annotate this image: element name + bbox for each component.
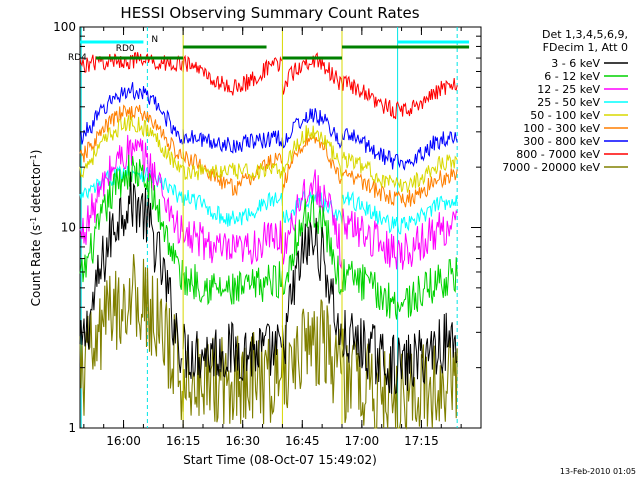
series-trace xyxy=(281,169,343,270)
series-trace xyxy=(79,171,183,374)
series-trace xyxy=(281,133,342,195)
x-tick-label: 17:00 xyxy=(345,434,380,448)
y-tick-label: 1 xyxy=(68,421,76,435)
x-tick-label: 17:15 xyxy=(404,434,439,448)
series-8 xyxy=(79,254,458,430)
series-trace xyxy=(182,162,283,181)
series-7 xyxy=(79,52,458,120)
series-5 xyxy=(79,104,458,208)
series-2 xyxy=(79,134,458,270)
series-trace xyxy=(341,151,458,193)
series-trace xyxy=(341,208,458,270)
saa-label: RD0 xyxy=(116,44,135,54)
legend-entry-label: 6 - 12 keV xyxy=(544,70,600,83)
series-6 xyxy=(79,82,458,171)
series-trace xyxy=(79,52,183,74)
y-axis-label: Count Rate (s-1 detector-1) xyxy=(29,150,43,307)
series-trace xyxy=(281,108,343,149)
y-tick-label: 10 xyxy=(61,221,76,235)
series-trace xyxy=(79,104,183,163)
plot-content: N RD0 RD4 xyxy=(68,27,470,430)
series-1 xyxy=(79,154,458,320)
legend-entry-label: 25 - 50 keV xyxy=(537,96,600,109)
annotation-date: 13-Feb-2010 01:05 xyxy=(560,467,636,476)
series-trace xyxy=(182,321,283,381)
x-axis-label: Start Time (08-Oct-07 15:49:02) xyxy=(183,453,377,467)
series-trace xyxy=(341,74,458,120)
series-trace xyxy=(341,257,458,320)
series-trace xyxy=(341,168,458,208)
series-4 xyxy=(79,115,458,193)
series-trace xyxy=(182,54,283,96)
x-tick-labels: 16:00 16:15 16:30 16:45 17:00 17:15 xyxy=(106,434,438,448)
chart-title: HESSI Observing Summary Count Rates xyxy=(120,4,419,22)
legend-header-line-1: Det 1,3,4,5,6,9, xyxy=(542,28,628,41)
legend-header-line-2: FDecim 1, Att 0 xyxy=(543,41,628,54)
legend-entry-label: 50 - 100 keV xyxy=(530,109,600,122)
night-label: N xyxy=(151,35,158,45)
series-trace xyxy=(182,331,283,425)
y-tick-label: 100 xyxy=(53,20,76,34)
legend-entry-label: 800 - 7000 keV xyxy=(516,148,600,161)
series-trace xyxy=(281,193,343,296)
series-trace xyxy=(79,254,183,421)
series-trace xyxy=(79,115,183,179)
legend-entry-label: 12 - 25 keV xyxy=(537,83,600,96)
series-trace xyxy=(79,82,183,145)
series-trace xyxy=(281,299,343,409)
legend-entry-label: 100 - 300 keV xyxy=(523,122,600,135)
series-trace xyxy=(341,309,458,395)
flare-label: RD4 xyxy=(68,53,87,63)
series-trace xyxy=(341,328,458,430)
series-trace xyxy=(182,220,283,265)
series-trace xyxy=(182,189,283,227)
x-tick-label: 16:00 xyxy=(106,434,141,448)
series-trace xyxy=(341,128,458,171)
legend-entry-label: 3 - 6 keV xyxy=(551,57,600,70)
series-trace xyxy=(182,129,283,154)
series-trace xyxy=(182,261,283,306)
x-tick-label: 16:15 xyxy=(166,434,201,448)
legend-entry-label: 7000 - 20000 keV xyxy=(502,161,600,174)
axis-ticks xyxy=(80,26,482,429)
series-trace xyxy=(79,134,183,245)
series-trace xyxy=(281,52,343,95)
series-trace xyxy=(281,217,343,365)
series-0 xyxy=(79,171,458,395)
y-tick-labels: 1 10 100 xyxy=(53,20,76,435)
legend-entry-label: 300 - 800 keV xyxy=(523,135,600,148)
x-tick-label: 16:45 xyxy=(285,434,320,448)
x-tick-label: 16:30 xyxy=(225,434,260,448)
series-trace xyxy=(341,191,458,235)
series-trace xyxy=(182,151,283,197)
series-trace xyxy=(281,125,343,180)
